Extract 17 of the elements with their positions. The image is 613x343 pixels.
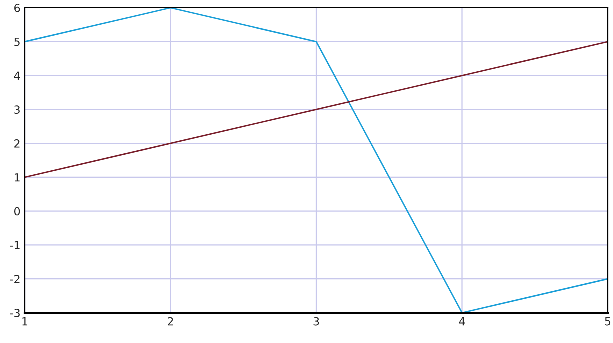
y-tick-label: 2 — [14, 140, 20, 148]
y-tick-label: -3 — [10, 308, 20, 318]
x-tick-label: 1 — [22, 318, 28, 326]
y-tick-label: 4 — [14, 72, 20, 80]
y-tick-label: 1 — [14, 174, 20, 182]
line-series — [25, 8, 608, 313]
y-tick-label: 6 — [14, 4, 20, 12]
y-tick-label: -1 — [10, 241, 20, 250]
y-tick-label: -2 — [10, 275, 20, 284]
x-tick-label: 3 — [314, 317, 320, 326]
x-tick-label: 2 — [168, 317, 174, 326]
line-series — [25, 41, 608, 178]
y-tick-label: 5 — [14, 38, 20, 46]
x-tick-label: 5 — [605, 318, 611, 326]
y-tick-label: 0 — [14, 207, 20, 216]
x-tick-label: 4 — [459, 318, 466, 326]
y-tick-label: 3 — [14, 106, 20, 114]
